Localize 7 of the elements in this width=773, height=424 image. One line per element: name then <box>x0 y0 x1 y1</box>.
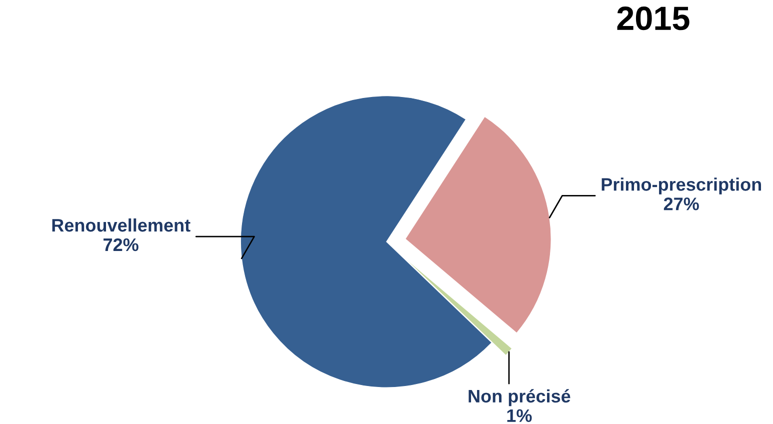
chart-title: 2015 <box>617 6 690 30</box>
data-label: 27% <box>664 198 699 210</box>
data-label: 72% <box>104 238 138 252</box>
slice-label: Primo-prescription <box>602 178 761 194</box>
data-label: 1% <box>507 409 532 422</box>
slice-label: Non précisé <box>468 389 570 406</box>
slice-label: Renouvellement <box>52 218 190 232</box>
